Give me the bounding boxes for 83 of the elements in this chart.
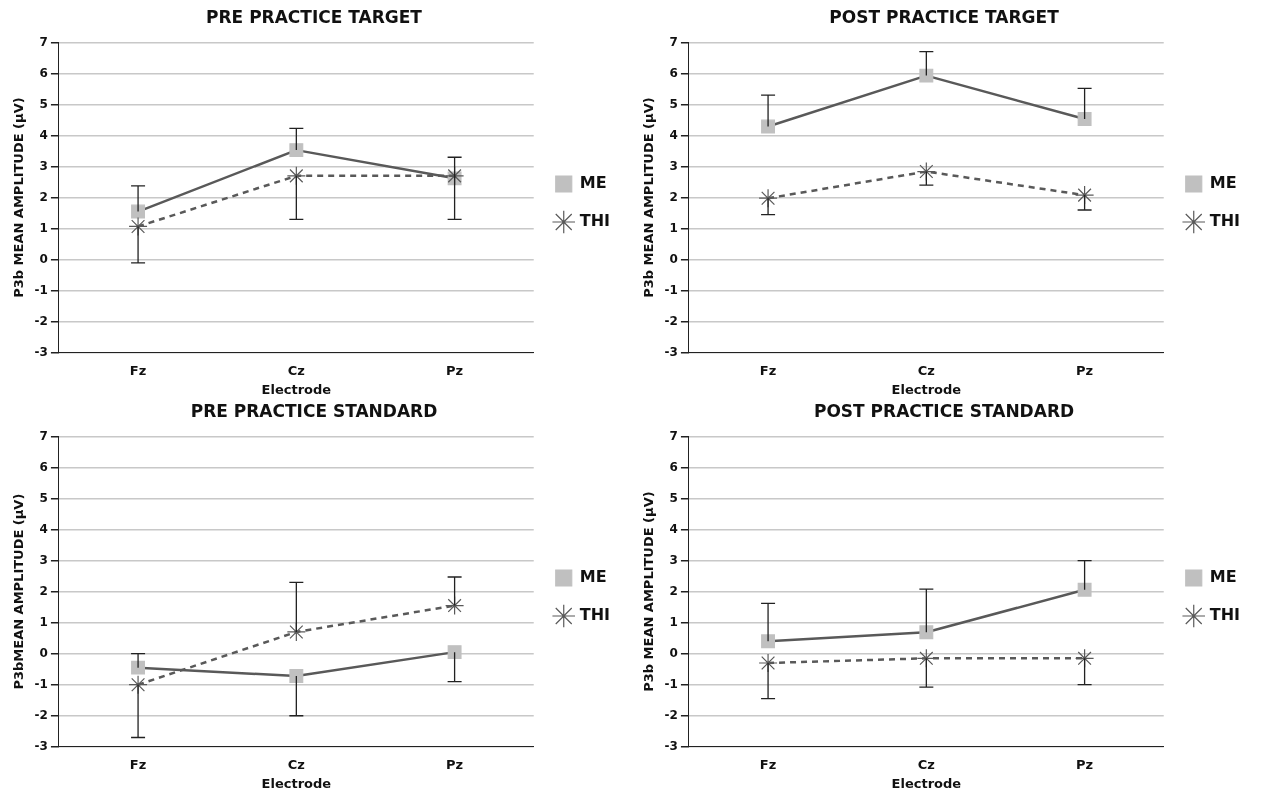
y-tick-label: 3 [39, 158, 48, 173]
legend-label: ME [579, 567, 607, 587]
y-tick-label: -2 [664, 313, 678, 328]
x-axis-title: Electrode [891, 775, 962, 791]
x-tick-label: Pz [446, 362, 464, 378]
y-tick-label: -1 [664, 282, 678, 297]
x-tick-label: Cz [917, 756, 935, 772]
x-tick-label: Fz [129, 362, 147, 378]
y-tick-label: -1 [664, 676, 678, 691]
point [758, 188, 778, 208]
y-tick-label: 6 [39, 65, 48, 80]
x-axis-title: Electrode [261, 775, 332, 791]
y-tick-label: 4 [669, 521, 678, 536]
y-tick-label: 5 [39, 490, 48, 505]
y-tick-label: 0 [39, 645, 48, 660]
x-axis-title: Electrode [261, 381, 332, 397]
y-tick-label: 1 [39, 220, 48, 235]
y-tick-label: 2 [669, 583, 678, 598]
y-tick-label: 3 [669, 158, 678, 173]
y-tick-label: -3 [34, 344, 48, 359]
y-tick-label: 7 [39, 34, 48, 49]
y-axis-title: P3b MEAN AMPLITUDE (µV) [641, 491, 657, 692]
legend-label: THI [579, 605, 611, 625]
x-tick-label: Pz [1076, 362, 1094, 378]
y-tick-label: -2 [34, 707, 48, 722]
y-tick-label: 0 [669, 645, 678, 660]
y-tick-label: 4 [39, 127, 48, 142]
y-tick-label: 6 [39, 459, 48, 474]
y-tick-label: -3 [664, 738, 678, 753]
y-axis-title: P3b MEAN AMPLITUDE (µV) [11, 97, 27, 298]
point [445, 166, 465, 186]
y-tick-label: 3 [39, 552, 48, 567]
y-tick-label: 5 [39, 96, 48, 111]
legend-label: ME [1209, 173, 1237, 193]
legend-label: ME [579, 173, 607, 193]
legend-label: THI [1209, 605, 1241, 625]
y-tick-label: 7 [39, 428, 48, 443]
y-tick-label: -2 [34, 313, 48, 328]
y-tick-label: 1 [39, 614, 48, 629]
y-tick-label: 3 [669, 552, 678, 567]
x-tick-label: Cz [917, 362, 935, 378]
chart-title: PRE PRACTICE TARGET [206, 6, 423, 27]
y-tick-label: 0 [39, 251, 48, 266]
x-tick-label: Cz [287, 756, 305, 772]
legend-label: THI [1209, 211, 1241, 231]
x-tick-label: Pz [446, 756, 464, 772]
y-tick-label: -1 [34, 282, 48, 297]
point [1075, 185, 1095, 205]
point [916, 648, 936, 668]
chart-title: PRE PRACTICE STANDARD [190, 400, 438, 421]
y-tick-label: -2 [664, 707, 678, 722]
y-tick-label: 7 [669, 428, 678, 443]
y-tick-label: -3 [34, 738, 48, 753]
y-tick-label: 2 [39, 189, 48, 204]
y-tick-label: 1 [669, 614, 678, 629]
x-tick-label: Fz [129, 756, 147, 772]
y-tick-label: 7 [669, 34, 678, 49]
y-tick-label: 2 [39, 583, 48, 598]
point [286, 166, 306, 186]
x-tick-label: Fz [759, 362, 777, 378]
y-tick-label: 5 [669, 96, 678, 111]
x-tick-label: Pz [1076, 756, 1094, 772]
y-tick-label: 5 [669, 490, 678, 505]
y-axis-title: P3bMEAN AMPLITUDE (µV) [11, 493, 27, 690]
x-tick-label: Cz [287, 362, 305, 378]
chart-title: POST PRACTICE TARGET [829, 6, 1060, 27]
legend-label: THI [579, 211, 611, 231]
y-tick-label: 4 [39, 521, 48, 536]
x-tick-label: Fz [759, 756, 777, 772]
y-tick-label: 6 [669, 459, 678, 474]
y-tick-label: 0 [669, 251, 678, 266]
y-tick-label: 2 [669, 189, 678, 204]
y-tick-label: 1 [669, 220, 678, 235]
point [286, 622, 306, 642]
legend-label: ME [1209, 567, 1237, 587]
y-tick-label: 4 [669, 127, 678, 142]
x-axis-title: Electrode [891, 381, 962, 397]
y-tick-label: -1 [34, 676, 48, 691]
y-tick-label: -3 [664, 344, 678, 359]
chart-title: POST PRACTICE STANDARD [813, 400, 1075, 421]
y-tick-label: 6 [669, 65, 678, 80]
point [1075, 648, 1095, 668]
y-axis-title: P3b MEAN AMPLITUDE (µV) [641, 97, 657, 298]
